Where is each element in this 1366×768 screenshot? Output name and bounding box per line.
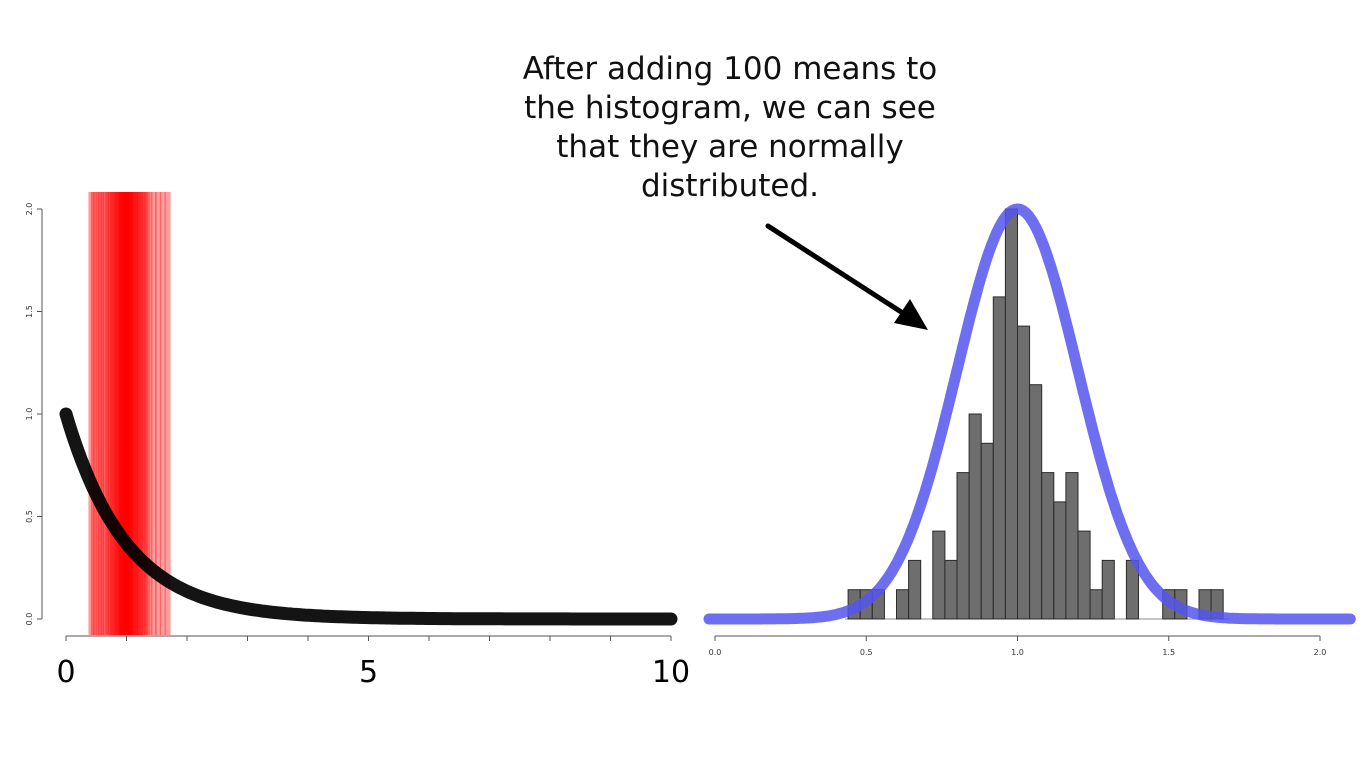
sample-mean-line xyxy=(102,192,109,635)
sample-mean-line xyxy=(126,192,133,635)
sample-mean-line xyxy=(119,192,126,635)
histogram-bar xyxy=(968,413,982,620)
histogram-bar xyxy=(1101,559,1115,620)
y-tick-label: 1.0 xyxy=(25,408,34,421)
histogram-bar xyxy=(1065,472,1079,620)
y-tick-label: 1.5 xyxy=(25,305,34,318)
histogram-bar xyxy=(1089,589,1103,620)
sample-mean-line xyxy=(124,192,131,635)
annotation-line: the histogram, we can see xyxy=(524,90,936,126)
sample-mean-line xyxy=(127,192,134,635)
sample-mean-line xyxy=(116,192,123,635)
histogram-bar xyxy=(896,589,910,620)
exponential-chart: 0.0 0.5 1.0 1.5 2.0 0 5 10 xyxy=(25,192,690,690)
x-tick-label: 2.0 xyxy=(1314,648,1327,657)
sample-mean-line xyxy=(133,192,140,635)
sample-mean-line xyxy=(120,192,127,635)
sample-mean-line xyxy=(130,192,137,635)
histogram-bar xyxy=(1017,325,1031,620)
sample-mean-line xyxy=(146,192,153,635)
sample-mean-line xyxy=(112,192,119,635)
sample-mean-line xyxy=(105,192,112,635)
histogram-bar xyxy=(956,472,970,620)
sample-mean-line xyxy=(122,192,129,635)
callout-arrow xyxy=(765,223,928,330)
sample-mean-line xyxy=(124,192,131,635)
sample-mean-line xyxy=(127,192,134,635)
sample-mean-line xyxy=(115,192,121,635)
x-tick-label: 0.0 xyxy=(709,648,722,657)
x-tick-label: 1.0 xyxy=(1011,648,1024,657)
sample-mean-line xyxy=(90,192,97,635)
sample-mean-line xyxy=(138,192,145,635)
sample-mean-line xyxy=(108,192,115,635)
sample-mean-line xyxy=(98,192,105,635)
histogram-bar xyxy=(992,296,1006,620)
x-tick-label: 0 xyxy=(56,655,75,690)
sample-mean-line xyxy=(93,192,100,635)
sample-mean-line xyxy=(134,192,141,635)
sample-mean-line xyxy=(113,192,120,635)
exponential-curve xyxy=(59,407,678,626)
sample-mean-line xyxy=(111,192,118,635)
histogram-bar xyxy=(980,442,994,620)
sample-mean-line xyxy=(125,192,132,635)
sample-mean-line xyxy=(141,192,148,635)
sample-mean-line xyxy=(155,192,161,635)
histogram-bar xyxy=(1053,501,1067,620)
annotation-line: that they are normally xyxy=(556,129,904,165)
y-tick-label: 0.0 xyxy=(25,613,34,626)
x-tick-label: 10 xyxy=(652,655,690,690)
histogram-bar xyxy=(932,530,946,620)
sample-mean-line xyxy=(140,192,147,635)
sample-mean-line xyxy=(122,192,129,635)
sample-mean-line xyxy=(110,192,117,635)
sample-mean-line xyxy=(88,192,95,635)
sample-mean-line xyxy=(117,192,124,635)
sample-mean-line xyxy=(121,192,128,635)
sample-mean-line xyxy=(144,192,151,635)
sample-mean-line xyxy=(119,192,126,635)
x-tick-label: 0.5 xyxy=(860,648,873,657)
sample-mean-line xyxy=(106,192,113,635)
histogram-bar xyxy=(1077,530,1091,620)
sample-mean-line xyxy=(159,192,166,635)
sample-mean-line xyxy=(150,192,157,635)
sample-mean-line xyxy=(132,192,138,635)
histogram-chart: 0.0 0.5 1.0 1.5 2.0 xyxy=(703,203,1356,657)
y-tick-label: 0.5 xyxy=(25,510,34,523)
sample-mean-line xyxy=(129,192,136,635)
y-tick-label: 2.0 xyxy=(25,203,34,216)
normal-curve xyxy=(703,203,1356,625)
sample-mean-line xyxy=(128,192,135,635)
sample-mean-line xyxy=(125,192,132,635)
x-tick-label: 5 xyxy=(359,655,378,690)
histogram-bar xyxy=(908,559,922,620)
histogram-bar xyxy=(944,559,958,620)
sample-mean-line xyxy=(164,192,171,635)
sample-mean-line xyxy=(100,192,107,635)
annotation-line: distributed. xyxy=(640,168,820,204)
sample-mean-line xyxy=(118,192,125,635)
annotation-text: After adding 100 means to the histogram,… xyxy=(470,50,990,206)
histogram-bar xyxy=(1004,208,1019,620)
sample-mean-line xyxy=(121,192,128,635)
x-tick-label: 1.5 xyxy=(1162,648,1175,657)
sample-mean-line xyxy=(135,192,142,635)
sample-mean-line xyxy=(123,192,130,635)
histogram-bar xyxy=(1029,384,1043,620)
sample-mean-line xyxy=(136,192,143,635)
sample-mean-line xyxy=(118,192,125,635)
histogram-bar xyxy=(1041,472,1055,620)
annotation-line: After adding 100 means to xyxy=(522,51,938,87)
sample-mean-line xyxy=(96,192,103,635)
